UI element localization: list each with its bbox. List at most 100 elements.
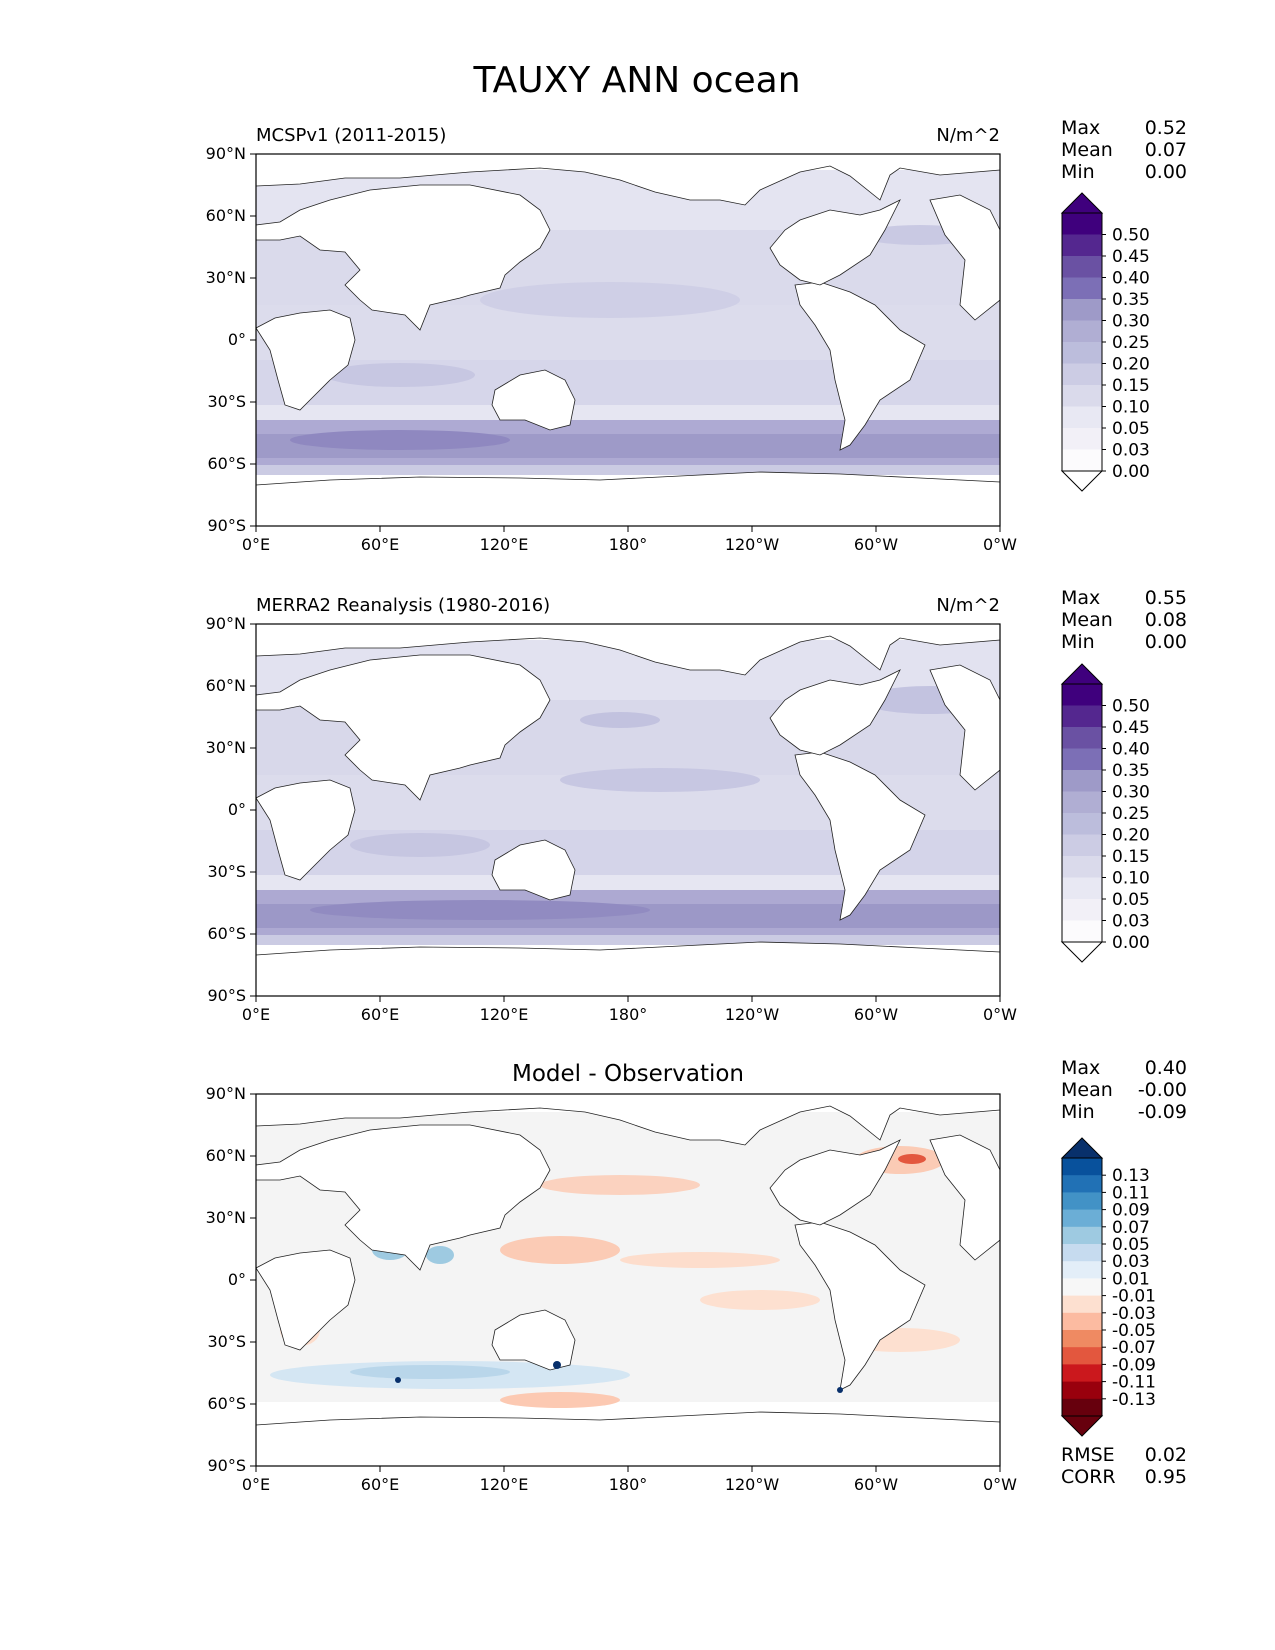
colorbar-model: 0.500.450.400.350.300.250.200.150.100.05… — [1060, 192, 1150, 492]
lat-tick-label: 90°N — [206, 614, 246, 633]
colorbar-tick-label: 0.40 — [1112, 740, 1150, 760]
stat-value: 0.08 — [1145, 609, 1187, 631]
colorbar-swatch — [1062, 277, 1102, 300]
lat-tick-label: 0° — [228, 330, 246, 349]
colorbar-tick-label: 0.09 — [1112, 1201, 1150, 1221]
lat-tick-label: 90°S — [207, 516, 246, 535]
colorbar-swatch — [1062, 1158, 1102, 1176]
colorbar-swatch — [1062, 1312, 1102, 1331]
lat-tick-label: 60°N — [206, 676, 246, 695]
colorbar-swatch — [1062, 1244, 1102, 1262]
colorbar-tick-label: 0.00 — [1112, 462, 1150, 482]
stat-value: 0.00 — [1145, 631, 1187, 653]
colorbar-swatch — [1062, 1330, 1102, 1348]
stat-label: Mean — [1061, 609, 1113, 631]
colorbar-tick-label: -0.01 — [1112, 1287, 1156, 1307]
stat-label: Min — [1061, 1101, 1095, 1123]
colorbar-tick-label: 0.45 — [1112, 718, 1150, 738]
lon-tick-label: 0°W — [983, 535, 1017, 554]
colorbar-tick-label: 0.01 — [1112, 1269, 1150, 1289]
lon-tick-label: 120°W — [725, 1005, 780, 1024]
colorbar-swatch — [1062, 342, 1102, 364]
lat-tick-label: 90°S — [207, 986, 246, 1005]
lon-tick-label: 120°E — [480, 1475, 529, 1494]
colorbar-extend-min — [1060, 1415, 1104, 1437]
lon-tick-label: 60°E — [361, 535, 399, 554]
colorbar-swatch — [1062, 1381, 1102, 1400]
lat-tick-label: 30°S — [207, 862, 246, 881]
colorbar-swatch — [1062, 234, 1102, 257]
lon-tick-label: 0°E — [242, 535, 270, 554]
colorbar-swatch — [1062, 299, 1102, 321]
colorbar-tick-label: 0.30 — [1112, 783, 1150, 803]
lat-tick-label: 0° — [228, 800, 246, 819]
stat-label: Mean — [1061, 139, 1113, 161]
colorbar-observation: 0.500.450.400.350.300.250.200.150.100.05… — [1060, 663, 1150, 963]
stat-value: 0.52 — [1145, 117, 1187, 139]
metric-value: 0.95 — [1145, 1466, 1187, 1488]
colorbar-tick-label: -0.09 — [1112, 1355, 1156, 1375]
lon-tick-label: 120°W — [725, 535, 780, 554]
lat-tick-label: 60°S — [207, 454, 246, 473]
colorbar-swatch — [1062, 791, 1102, 814]
colorbar-tick-label: 0.40 — [1112, 269, 1150, 289]
colorbar-difference: 0.130.110.090.070.050.030.01-0.01-0.03-0… — [1060, 1137, 1156, 1437]
colorbar-swatch — [1062, 899, 1102, 921]
map-observation — [255, 623, 1001, 997]
colorbar-tick-label: -0.13 — [1112, 1390, 1156, 1410]
colorbar-tick-label: -0.11 — [1112, 1373, 1156, 1393]
side-panels: Max 0.52 Mean 0.07 Min 0.00 Max 0.55 Mean 0.08 Min… — [1060, 117, 1187, 1488]
panel-model-units: N/m^2 — [936, 125, 1000, 146]
colorbar-tick-label: 0.35 — [1112, 761, 1150, 781]
stat-value: 0.07 — [1145, 139, 1187, 161]
metric-value: 0.02 — [1145, 1444, 1187, 1466]
colorbar-tick-label: 0.05 — [1112, 419, 1150, 439]
colorbar-swatch — [1062, 1192, 1102, 1211]
colorbar-tick-label: 0.03 — [1112, 441, 1150, 461]
colorbar-tick-label: 0.07 — [1112, 1218, 1150, 1238]
lat-tick-label: 30°S — [207, 392, 246, 411]
colorbar-extend-min — [1060, 941, 1104, 963]
lat-tick-label: 60°S — [207, 1394, 246, 1413]
colorbar-swatch — [1062, 920, 1102, 943]
colorbar-swatch — [1062, 1175, 1102, 1193]
colorbar-swatch — [1062, 1347, 1102, 1365]
stat-label: Max — [1061, 1057, 1100, 1079]
lon-tick-label: 0°E — [242, 1005, 270, 1024]
lat-tick-label: 90°S — [207, 1456, 246, 1475]
colorbar-tick-label: -0.07 — [1112, 1338, 1156, 1358]
lat-tick-label: 60°N — [206, 206, 246, 225]
lat-tick-label: 60°S — [207, 924, 246, 943]
lon-tick-label: 60°W — [854, 1005, 898, 1024]
colorbar-extend-max — [1060, 192, 1104, 214]
colorbar-tick-label: 0.15 — [1112, 847, 1150, 867]
colorbar-swatch — [1062, 363, 1102, 386]
map-model — [255, 153, 1001, 527]
lon-tick-label: 60°W — [854, 1475, 898, 1494]
colorbar-tick-label: 0.25 — [1112, 804, 1150, 824]
colorbar-tick-label: 0.45 — [1112, 247, 1150, 267]
lon-tick-label: 120°E — [480, 535, 529, 554]
stat-value: 0.55 — [1145, 587, 1187, 609]
lat-tick-label: 30°N — [206, 1208, 246, 1227]
colorbar-swatch — [1062, 1398, 1102, 1417]
colorbar-swatch — [1062, 256, 1102, 278]
colorbar-swatch — [1062, 385, 1102, 407]
stat-value: 0.40 — [1145, 1057, 1187, 1079]
lon-tick-label: 0°W — [983, 1475, 1017, 1494]
lon-tick-label: 120°E — [480, 1005, 529, 1024]
colorbar-tick-label: 0.20 — [1112, 826, 1150, 846]
colorbar-swatch — [1062, 1261, 1102, 1279]
panel-observation: MERRA2 Reanalysis (1980-2016) N/m^2 — [255, 595, 1001, 997]
colorbar-swatch — [1062, 834, 1102, 857]
colorbar-tick-label: 0.20 — [1112, 355, 1150, 375]
lat-tick-label: 90°N — [206, 144, 246, 163]
colorbar-swatch — [1062, 449, 1102, 472]
colorbar-swatch — [1062, 856, 1102, 878]
colorbar-tick-label: 0.25 — [1112, 333, 1150, 353]
colorbar-swatch — [1062, 1226, 1102, 1245]
colorbar-swatch — [1062, 320, 1102, 343]
lat-tick-label: 30°N — [206, 738, 246, 757]
lat-tick-label: 60°N — [206, 1146, 246, 1165]
